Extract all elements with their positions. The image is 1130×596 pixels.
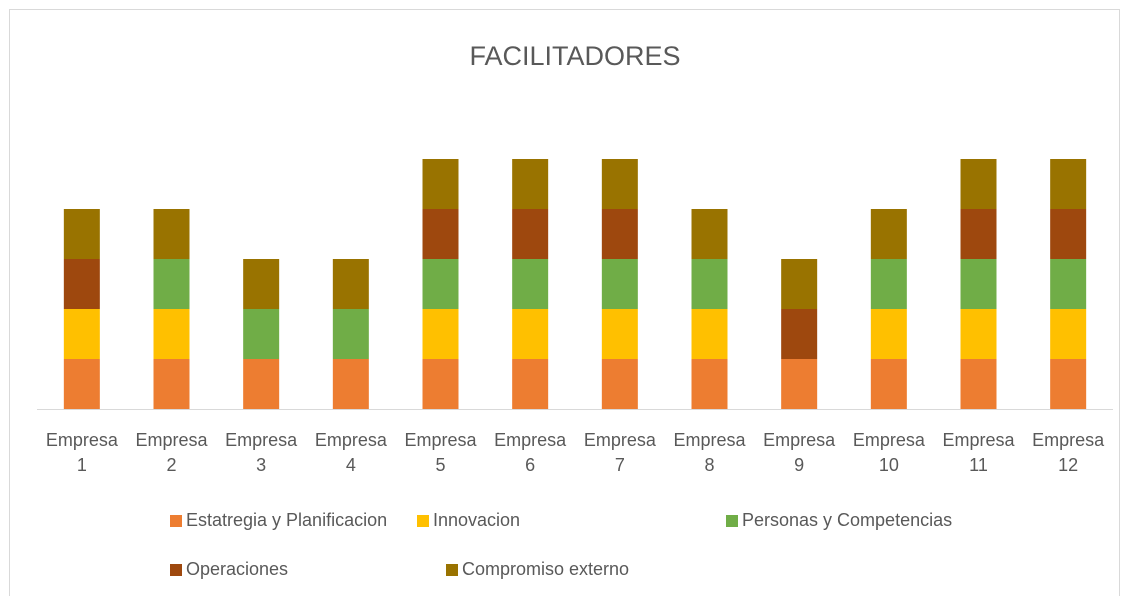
x-tick-label: Empresa 8 [673, 430, 746, 475]
legend-label: Operaciones [186, 559, 288, 579]
legend-label: Personas y Competencias [742, 510, 952, 530]
bar-segment [691, 209, 728, 259]
chart-frame [9, 9, 1120, 596]
bar-segment [243, 359, 280, 409]
x-tick-label: Empresa 1 [45, 430, 118, 475]
x-tick-label: Empresa 9 [763, 430, 836, 475]
x-tick-label: Empresa 6 [494, 430, 567, 475]
bar-segment [153, 209, 190, 259]
bar-segment [422, 309, 459, 359]
bar-segment [691, 309, 728, 359]
bar-segment [63, 209, 100, 259]
x-tick-label: Empresa 3 [225, 430, 298, 475]
bar-segment [870, 309, 907, 359]
bar-segment [422, 159, 459, 209]
bar-segment [512, 159, 549, 209]
bar-segment [781, 359, 818, 409]
bar-segment [332, 359, 369, 409]
bar-segment [870, 359, 907, 409]
legend-label: Innovacion [433, 510, 520, 530]
legend-swatch [446, 564, 458, 576]
bar-segment [1050, 259, 1087, 309]
bar-segment [601, 159, 638, 209]
bar-segment [332, 309, 369, 359]
bar-segment [781, 259, 818, 309]
bar-segment [960, 259, 997, 309]
bar-segment [870, 259, 907, 309]
bar-segment [422, 359, 459, 409]
chart-title: FACILITADORES [469, 41, 680, 71]
bar-segment [601, 209, 638, 259]
bar-segment [153, 309, 190, 359]
bar-segment [1050, 359, 1087, 409]
bar-segment [601, 309, 638, 359]
legend-swatch [417, 515, 429, 527]
bar-segment [512, 259, 549, 309]
bar-segment [691, 359, 728, 409]
x-tick-label: Empresa 12 [1032, 430, 1105, 475]
bar-segment [960, 309, 997, 359]
bar-segment [960, 359, 997, 409]
bar-segment [332, 259, 369, 309]
bar-segment [781, 309, 818, 359]
bar-segment [1050, 309, 1087, 359]
x-tick-label: Empresa 7 [583, 430, 656, 475]
bar-segment [1050, 159, 1087, 209]
bar-segment [63, 259, 100, 309]
legend-label: Compromiso externo [462, 559, 629, 579]
bar-segment [422, 259, 459, 309]
bar-segment [960, 159, 997, 209]
bar-segment [512, 209, 549, 259]
legend-swatch [726, 515, 738, 527]
bar-segment [153, 259, 190, 309]
x-tick-label: Empresa 2 [135, 430, 208, 475]
bar-segment [243, 309, 280, 359]
legend-label: Estatregia y Planificacion [186, 510, 387, 530]
bar-segment [601, 359, 638, 409]
bar-segment [1050, 209, 1087, 259]
x-tick-label: Empresa 10 [852, 430, 925, 475]
bar-segment [601, 259, 638, 309]
bar-segment [512, 309, 549, 359]
bar-segment [63, 309, 100, 359]
bar-segment [870, 209, 907, 259]
bar-segment [512, 359, 549, 409]
bar-segment [243, 259, 280, 309]
legend-swatch [170, 515, 182, 527]
bar-segment [63, 359, 100, 409]
bar-segment [691, 259, 728, 309]
x-tick-label: Empresa 11 [942, 430, 1015, 475]
x-tick-label: Empresa 5 [404, 430, 477, 475]
legend-swatch [170, 564, 182, 576]
bar-segment [960, 209, 997, 259]
bar-segment [153, 359, 190, 409]
x-tick-label: Empresa 4 [314, 430, 387, 475]
bar-segment [422, 209, 459, 259]
